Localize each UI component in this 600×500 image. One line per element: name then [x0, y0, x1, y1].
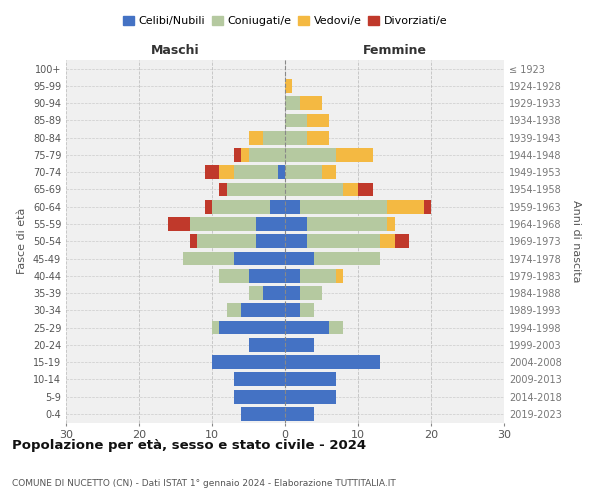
Bar [358, 182, 373, 196]
Bar [285, 166, 322, 179]
Bar [285, 407, 314, 421]
Bar [248, 286, 263, 300]
Y-axis label: Fasce di età: Fasce di età [17, 208, 27, 274]
Bar [234, 252, 285, 266]
Bar [263, 286, 285, 300]
Bar [234, 166, 278, 179]
Bar [395, 234, 409, 248]
Bar [183, 252, 234, 266]
Bar [307, 217, 387, 231]
Bar [256, 217, 285, 231]
Bar [227, 304, 241, 317]
Bar [285, 200, 299, 213]
Bar [248, 148, 285, 162]
Bar [299, 269, 336, 282]
Bar [343, 182, 358, 196]
Bar [271, 200, 285, 213]
Bar [220, 320, 285, 334]
Bar [285, 182, 343, 196]
Bar [248, 131, 263, 144]
Bar [241, 148, 248, 162]
Legend: Celibi/Nubili, Coniugati/e, Vedovi/e, Divorziati/e: Celibi/Nubili, Coniugati/e, Vedovi/e, Di… [118, 11, 452, 30]
Bar [299, 304, 314, 317]
Bar [307, 234, 380, 248]
Bar [248, 338, 285, 351]
Bar [234, 372, 285, 386]
Text: Femmine: Femmine [362, 44, 427, 57]
Bar [220, 269, 248, 282]
Bar [285, 148, 336, 162]
Bar [285, 131, 307, 144]
Bar [285, 338, 314, 351]
Bar [190, 217, 256, 231]
Text: COMUNE DI NUCETTO (CN) - Dati ISTAT 1° gennaio 2024 - Elaborazione TUTTITALIA.IT: COMUNE DI NUCETTO (CN) - Dati ISTAT 1° g… [12, 478, 396, 488]
Bar [227, 182, 285, 196]
Bar [285, 320, 329, 334]
Bar [307, 114, 329, 128]
Bar [205, 166, 220, 179]
Y-axis label: Anni di nascita: Anni di nascita [571, 200, 581, 282]
Bar [424, 200, 431, 213]
Bar [212, 320, 220, 334]
Bar [220, 166, 234, 179]
Bar [285, 234, 307, 248]
Bar [212, 200, 271, 213]
Bar [248, 269, 285, 282]
Bar [285, 79, 292, 93]
Bar [256, 234, 285, 248]
Bar [314, 252, 380, 266]
Bar [234, 390, 285, 404]
Bar [285, 114, 307, 128]
Bar [278, 166, 285, 179]
Bar [212, 355, 285, 369]
Bar [329, 320, 343, 334]
Bar [299, 200, 387, 213]
Text: Popolazione per età, sesso e stato civile - 2024: Popolazione per età, sesso e stato civil… [12, 440, 366, 452]
Bar [285, 390, 336, 404]
Bar [241, 407, 285, 421]
Bar [285, 217, 307, 231]
Bar [197, 234, 256, 248]
Bar [285, 372, 336, 386]
Bar [205, 200, 212, 213]
Bar [387, 200, 424, 213]
Bar [241, 304, 285, 317]
Bar [285, 269, 299, 282]
Bar [322, 166, 336, 179]
Bar [285, 304, 299, 317]
Bar [380, 234, 395, 248]
Bar [285, 286, 299, 300]
Bar [387, 217, 395, 231]
Bar [299, 286, 322, 300]
Bar [168, 217, 190, 231]
Bar [190, 234, 197, 248]
Bar [336, 148, 373, 162]
Bar [263, 131, 285, 144]
Bar [285, 96, 299, 110]
Bar [285, 355, 380, 369]
Bar [336, 269, 343, 282]
Text: Maschi: Maschi [151, 44, 200, 57]
Bar [307, 131, 329, 144]
Bar [299, 96, 322, 110]
Bar [234, 148, 241, 162]
Bar [285, 252, 314, 266]
Bar [220, 182, 227, 196]
